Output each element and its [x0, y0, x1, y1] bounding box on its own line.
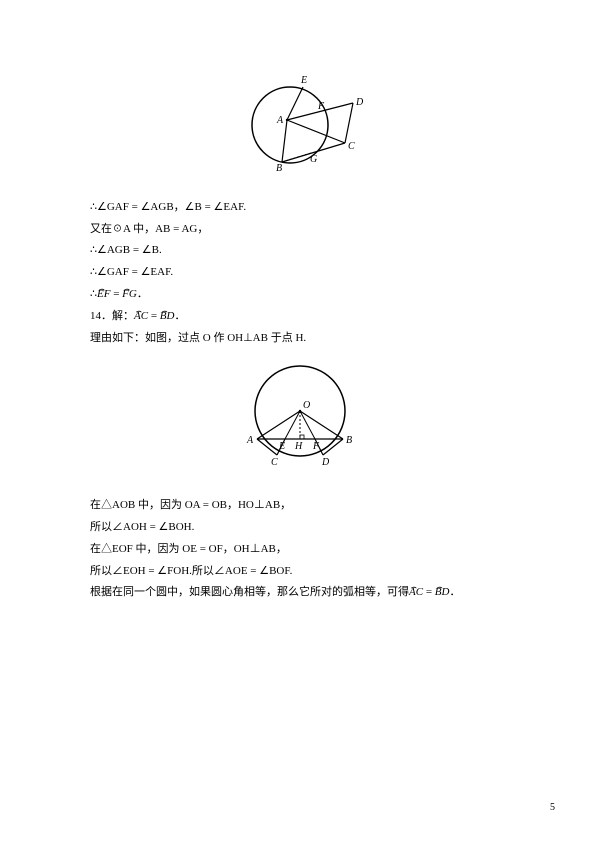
- arc-FG: FG: [122, 288, 137, 300]
- l12-eq: =: [423, 586, 435, 598]
- figure-1: A B C D E F G: [90, 65, 510, 193]
- label-F: F: [317, 101, 325, 112]
- arc-EF: EF: [97, 288, 110, 300]
- arc-BD-2: BD: [435, 586, 450, 598]
- problem-14-line: 14．解：AC = BD．: [90, 307, 510, 327]
- label-F2: F: [312, 441, 320, 452]
- label-E: E: [300, 75, 307, 86]
- label-A2: A: [246, 435, 254, 446]
- l5-eq: =: [110, 288, 122, 300]
- l6-eq: =: [148, 310, 160, 322]
- label-E2: E: [278, 441, 285, 452]
- proof-line-8: 在△AOB 中，因为 OA = OB，HO⊥AB，: [90, 496, 510, 516]
- page-content: A B C D E F G ∴∠GAF = ∠AGB，∠B = ∠EAF. 又在…: [90, 60, 510, 605]
- proof-line-4: ∴∠GAF = ∠EAF.: [90, 263, 510, 283]
- label-C: C: [348, 141, 355, 152]
- arc-BD-1: BD: [160, 310, 175, 322]
- arc-AC-1: AC: [134, 310, 148, 322]
- page-number: 5: [550, 799, 555, 817]
- arc-AC-2: AC: [409, 586, 423, 598]
- label-C2: C: [271, 457, 278, 468]
- label-H: H: [294, 441, 303, 452]
- label-O: O: [303, 400, 310, 411]
- proof-line-12: 根据在同一个圆中，如果圆心角相等，那么它所对的弧相等，可得AC = BD．: [90, 583, 510, 603]
- l5-prefix: ∴: [90, 288, 97, 300]
- proof-line-3: ∴∠AGB = ∠B.: [90, 241, 510, 261]
- l6-num: 14．解：: [90, 310, 134, 322]
- label-A: A: [276, 115, 284, 126]
- proof-line-5: ∴EF = FG．: [90, 285, 510, 305]
- label-B: B: [276, 163, 282, 174]
- l12-prefix: 根据在同一个圆中，如果圆心角相等，那么它所对的弧相等，可得: [90, 586, 409, 598]
- label-D: D: [355, 97, 364, 108]
- proof-line-7: 理由如下：如图，过点 O 作 OH⊥AB 于点 H.: [90, 329, 510, 349]
- label-B2: B: [346, 435, 352, 446]
- label-G: G: [310, 154, 317, 165]
- label-D2: D: [321, 457, 330, 468]
- proof-line-2: 又在☉A 中，AB = AG，: [90, 220, 510, 240]
- proof-line-9: 所以∠AOH = ∠BOH.: [90, 518, 510, 538]
- proof-line-11: 所以∠EOH = ∠FOH.所以∠AOE = ∠BOF.: [90, 562, 510, 582]
- l6-suffix: ．: [174, 310, 185, 322]
- l12-suffix: ．: [449, 586, 460, 598]
- proof-line-10: 在△EOF 中，因为 OE = OF，OH⊥AB，: [90, 540, 510, 560]
- figure-2: O A B C D E F H: [90, 353, 510, 491]
- l5-suffix: ．: [137, 288, 148, 300]
- proof-line-1: ∴∠GAF = ∠AGB，∠B = ∠EAF.: [90, 198, 510, 218]
